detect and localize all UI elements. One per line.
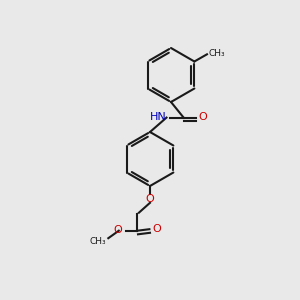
- Text: CH₃: CH₃: [90, 237, 106, 246]
- Text: O: O: [152, 224, 161, 234]
- Text: O: O: [114, 225, 122, 235]
- Text: HN: HN: [150, 112, 166, 122]
- Text: O: O: [145, 194, 154, 204]
- Text: CH₃: CH₃: [208, 49, 225, 58]
- Text: O: O: [199, 112, 207, 122]
